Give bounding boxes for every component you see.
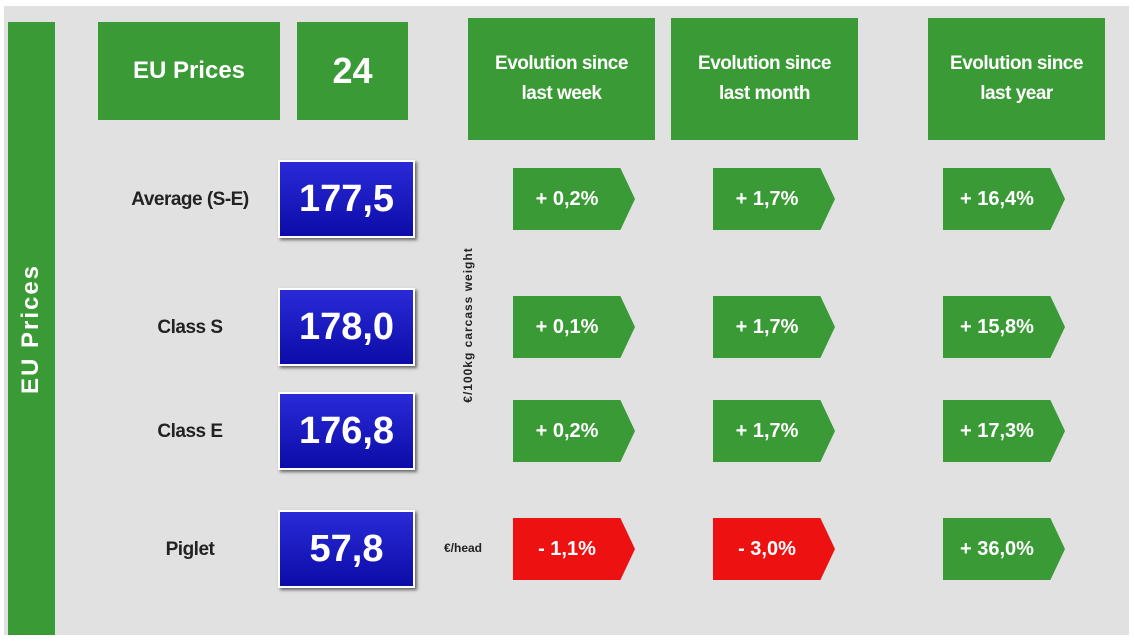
change-badge: + 0,2% bbox=[513, 400, 635, 462]
change-badge: + 0,2% bbox=[513, 168, 635, 230]
change-badge: + 16,4% bbox=[943, 168, 1065, 230]
change-badge: + 1,7% bbox=[713, 168, 835, 230]
price-box: 177,5 bbox=[278, 160, 415, 238]
week-box: 24 bbox=[297, 22, 408, 120]
change-badge: - 1,1% bbox=[513, 518, 635, 580]
title-box: EU Prices bbox=[98, 22, 280, 120]
row-label: Average (S-E) bbox=[131, 189, 249, 210]
unit-head: €/head bbox=[444, 541, 483, 555]
row-label: Class E bbox=[157, 421, 223, 442]
change-badge: + 1,7% bbox=[713, 296, 835, 358]
sidebar: EU Prices bbox=[8, 22, 55, 635]
change-badge: + 17,3% bbox=[943, 400, 1065, 462]
change-badge: + 0,1% bbox=[513, 296, 635, 358]
column-header: Evolution since last week bbox=[468, 18, 655, 140]
change-badge: + 36,0% bbox=[943, 518, 1065, 580]
column-header: Evolution since last year bbox=[928, 18, 1105, 140]
change-badge: + 15,8% bbox=[943, 296, 1065, 358]
row-label: Class S bbox=[157, 317, 223, 338]
price-box: 178,0 bbox=[278, 288, 415, 366]
change-badge: + 1,7% bbox=[713, 400, 835, 462]
change-badge: - 3,0% bbox=[713, 518, 835, 580]
row-label: Piglet bbox=[165, 539, 215, 560]
price-box: 176,8 bbox=[278, 392, 415, 470]
price-box: 57,8 bbox=[278, 510, 415, 588]
column-header: Evolution since last month bbox=[671, 18, 858, 140]
unit-carcass: €/100kg carcass weight bbox=[461, 247, 475, 403]
sidebar-label: EU Prices bbox=[17, 263, 45, 394]
